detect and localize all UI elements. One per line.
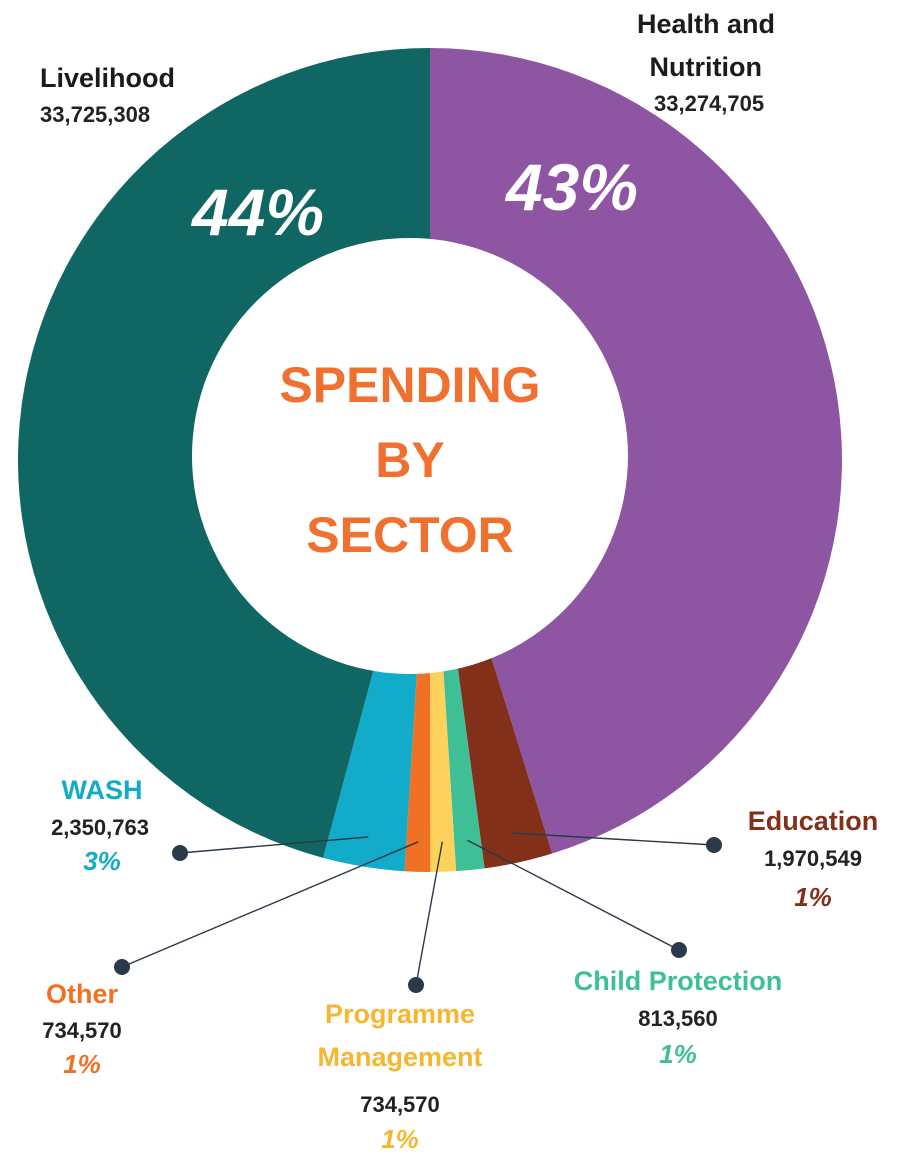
health-name-line-2: Nutrition: [650, 52, 762, 82]
leader-line-child: [467, 839, 680, 951]
center-title-line-2: BY: [375, 432, 444, 488]
slice-health: [430, 48, 842, 854]
programme-amount: 734,570: [360, 1092, 440, 1117]
leader-dot-child: [671, 942, 687, 958]
education-amount: 1,970,549: [764, 846, 862, 871]
wash-percent: 3%: [83, 846, 121, 876]
leader-line-programme: [415, 841, 443, 986]
livelihood-name: Livelihood: [40, 63, 175, 93]
leader-line-other: [121, 841, 419, 968]
programme-name-line-1: Programme: [325, 999, 475, 1029]
leader-dot-education: [706, 837, 722, 853]
other-name: Other: [46, 979, 119, 1009]
wash-amount: 2,350,763: [51, 815, 149, 840]
health-percent: 43%: [504, 150, 638, 224]
leader-line-education: [512, 832, 715, 846]
leader-dot-wash: [172, 845, 188, 861]
other-percent: 1%: [63, 1049, 101, 1079]
health-amount: 33,274,705: [654, 91, 764, 116]
programme-name-line-2: Management: [317, 1042, 482, 1072]
center-title-line-3: SECTOR: [306, 507, 513, 563]
livelihood-percent: 44%: [190, 175, 324, 249]
education-percent: 1%: [794, 882, 832, 912]
education-name: Education: [748, 806, 879, 836]
programme-percent: 1%: [381, 1124, 419, 1154]
leader-line-wash: [179, 836, 369, 854]
leader-dot-other: [114, 959, 130, 975]
child-protection-amount: 813,560: [638, 1006, 718, 1031]
health-name-line-1: Health and: [637, 9, 775, 39]
child-protection-name: Child Protection: [574, 966, 783, 996]
wash-name: WASH: [62, 775, 143, 805]
child-protection-percent: 1%: [659, 1039, 697, 1069]
livelihood-amount: 33,725,308: [40, 102, 150, 127]
donut-center: [192, 238, 628, 674]
center-title-line-1: SPENDING: [279, 357, 540, 413]
leader-lines: [114, 832, 722, 993]
other-amount: 734,570: [42, 1018, 122, 1043]
leader-dot-programme: [408, 977, 424, 993]
